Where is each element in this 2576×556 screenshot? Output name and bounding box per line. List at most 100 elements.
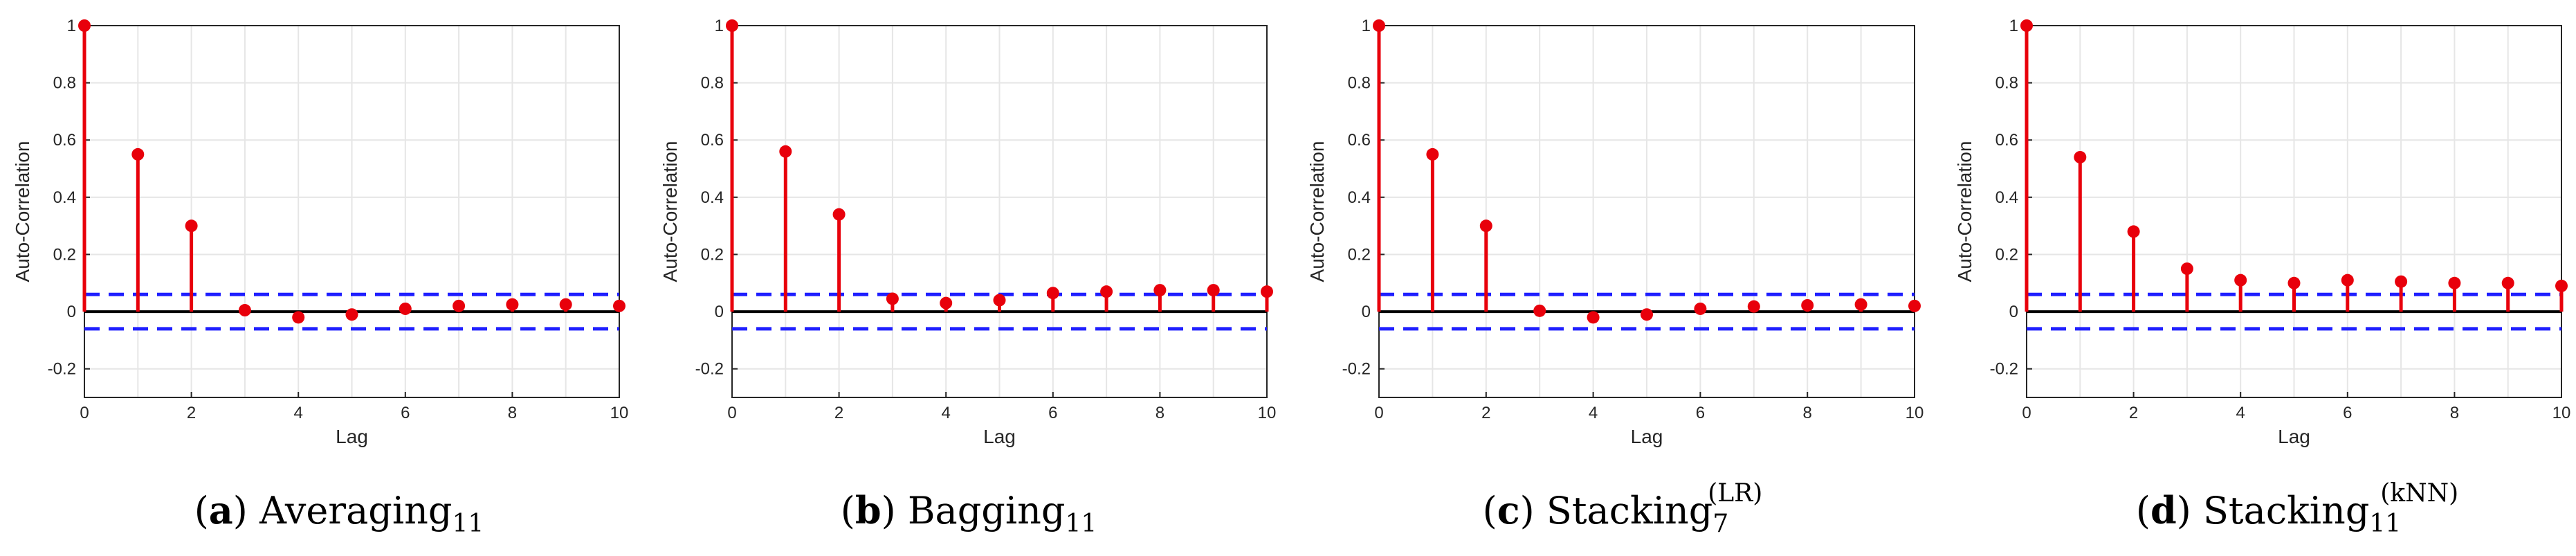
stem-marker [345,308,358,321]
y-tick-label: 0.8 [1348,74,1371,93]
stem-marker [2341,273,2354,287]
x-axis-label: Lag [1631,426,1663,447]
y-tick-label: 0.8 [701,74,724,93]
stem-marker [131,147,145,161]
x-tick-label: 4 [1589,404,1598,422]
stem-marker [2555,279,2568,292]
x-tick-label: 2 [187,404,196,422]
y-axis-label: Auto-Correlation [12,141,33,283]
stem-marker [2074,151,2087,164]
x-tick-label: 10 [1258,404,1277,422]
stem-marker [1908,299,1921,312]
x-tick-label: 0 [727,404,736,422]
panel-caption: (d) Stacking11(kNN) [2136,479,2458,538]
y-tick-label: 0.2 [701,245,724,264]
panel-caption: (b) Bagging11 [841,488,1097,538]
stem-marker [506,298,519,311]
stem-marker [2234,273,2247,287]
stem-marker [613,299,625,312]
x-tick-label: 10 [1906,404,1924,422]
y-tick-label: 0 [2009,303,2018,321]
stem-marker [1587,311,1600,324]
caption-label: d [2150,488,2177,532]
x-tick-label: 8 [1803,404,1812,422]
stem-marker [886,292,899,305]
acf-panel-a: 0 2 4 6 8 10 -0.2 0 0.2 0.4 0.6 0.8 1 Lag Auto-Correla… [12,17,628,538]
x-tick-label: 8 [508,404,517,422]
stem-marker [399,302,412,315]
y-tick-label: 0.8 [53,74,76,93]
y-tick-label: -0.2 [695,360,724,379]
stem-marker [2020,19,2033,32]
y-axis-label: Auto-Correlation [659,141,681,283]
y-tick-label: 0.6 [701,131,724,150]
stem-marker [2501,276,2514,289]
stem-marker [1747,300,1760,313]
stem-marker [238,304,251,317]
acf-panel-c: 0 2 4 6 8 10 -0.2 0 0.2 0.4 0.6 0.8 1 Lag Auto-Correla… [1306,17,1924,538]
y-tick-label: 0.8 [1995,74,2018,93]
y-tick-label: 0.6 [1348,131,1371,150]
caption-superscript: (kNN) [2380,479,2458,508]
caption-label: b [855,488,881,532]
y-tick-label: 1 [1362,17,1371,35]
y-tick-label: 0 [1362,303,1371,321]
stem-marker [1801,298,1814,312]
caption-label: c [1497,488,1520,532]
acf-panel-d: 0 2 4 6 8 10 -0.2 0 0.2 0.4 0.6 0.8 1 Lag Auto-Correla… [1954,17,2570,538]
y-tick-label: 0.4 [1995,188,2018,207]
x-tick-label: 10 [610,404,629,422]
x-tick-label: 10 [2552,404,2571,422]
y-axis-label: Auto-Correlation [1306,141,1328,283]
stem-marker [1100,285,1113,298]
stem-marker [993,294,1006,307]
panel-caption: (a) Averaging11 [194,488,484,538]
stem-marker [1426,147,1439,161]
y-tick-label: 0.4 [701,188,724,207]
caption-name: Stacking [2203,489,2369,532]
x-tick-label: 0 [2022,404,2031,422]
stem-marker [1373,19,1385,32]
x-axis-label: Lag [336,426,368,447]
stem-marker [2127,225,2140,238]
y-tick-label: -0.2 [48,360,76,379]
stem-marker [1533,304,1546,317]
y-tick-label: 0 [67,303,76,321]
y-tick-label: 0.4 [1348,188,1371,207]
stem-marker [292,311,305,324]
y-tick-label: 0.6 [1995,131,2018,150]
stem-marker [1694,302,1707,315]
y-tick-label: 0.4 [53,188,76,207]
y-tick-label: 1 [67,17,76,35]
caption-subscript: 7 [1712,510,1728,538]
stem-marker [1261,285,1273,298]
stem-marker [2287,276,2301,289]
y-tick-label: 0.2 [1995,245,2018,264]
acf-panel-b: 0 2 4 6 8 10 -0.2 0 0.2 0.4 0.6 0.8 1 Lag Auto-Correla… [659,17,1276,538]
x-tick-label: 6 [1048,404,1057,422]
x-axis-label: Lag [983,426,1016,447]
x-tick-label: 0 [80,404,89,422]
x-tick-label: 2 [834,404,843,422]
x-tick-label: 6 [2343,404,2352,422]
stem-marker [2395,275,2408,288]
y-axis-label: Auto-Correlation [1954,141,1975,283]
stem-marker [78,19,91,32]
stem-marker [559,298,572,311]
x-tick-label: 6 [1696,404,1705,422]
x-axis-label: Lag [2278,426,2310,447]
stem-marker [832,208,846,221]
stem-marker [1153,284,1167,297]
caption-name: Averaging [259,489,452,532]
stem-marker [453,299,466,312]
stem-marker [1207,284,1220,297]
x-tick-label: 2 [1481,404,1490,422]
y-tick-label: 0.2 [53,245,76,264]
y-tick-label: 0.2 [1348,245,1371,264]
caption-subscript: 11 [2369,510,2401,538]
x-tick-label: 6 [401,404,410,422]
caption-subscript: 11 [452,510,484,538]
stem-marker [1479,219,1492,233]
x-tick-label: 2 [2129,404,2138,422]
